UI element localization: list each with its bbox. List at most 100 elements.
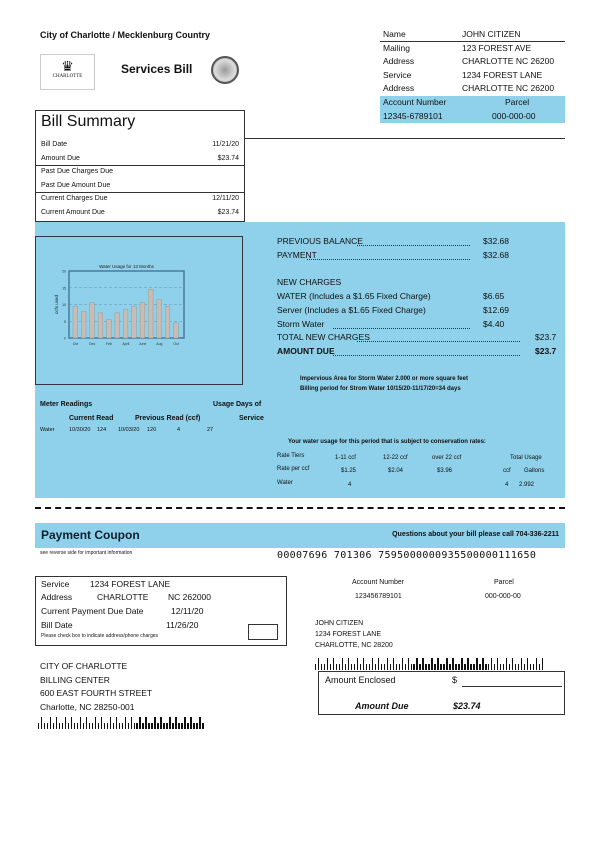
storm-note-2: Billing period for Strom Water 10/15/20-… [300,386,461,392]
bill-summary: Bill Summary Bill Date 11/21/20 Amount Due… [35,110,245,222]
barcode-bar [85,717,88,729]
y-tick-label: 0 [64,337,66,341]
amount-enclosed-label: Amount Enclosed [325,675,396,685]
service-label: Service [41,579,70,589]
barcode-bar [157,723,159,729]
barcode-bar [172,723,174,729]
remit-line: CITY OF CHARLOTTE [40,661,128,671]
meter-cell: 10/03/20 [118,427,140,433]
water-label: Water [277,480,293,486]
summary-label: Past Due Amount Due [41,181,111,189]
barcode-bar [106,723,109,729]
customer-row-value: CHARLOTTE NC 26200 [462,83,555,93]
summary-value: 12/11/20 [212,195,239,202]
barcode-bar [151,723,153,729]
x-tick-label: Aug [156,342,162,346]
service-value: 1234 FOREST LANE [90,579,171,589]
barcode-bar [43,723,46,729]
barcode-bar [371,658,374,670]
amount-due-label: AMOUNT DUE [277,346,335,356]
barcode-bar [476,658,478,670]
customer-row: Address CHARLOTTE NC 26200 [380,55,565,69]
service-box: Service 1234 FOREST LANE Address CHARLOT… [35,576,287,646]
rate-tiers-label: Rate Tiers [277,453,305,459]
y-tick-label: 10 [62,303,66,307]
bill-title: Services Bill [121,62,193,76]
remit-line: BILLING CENTER [40,674,110,685]
barcode-bar [58,723,61,729]
barcode-bar [76,723,79,729]
barcode-bar [517,664,520,670]
amount-due-label: Amount Due [355,701,409,711]
coupon-account-value: 123456789101 [355,593,402,600]
barcode-bar [187,723,189,729]
barcode-bar [410,664,412,670]
barcode-bar [160,717,162,729]
account-label: Account Number [383,96,447,107]
leader-dots [333,321,470,329]
barcode-bar [82,723,85,729]
barcode-bar [133,723,135,729]
barcode-bar [181,723,183,729]
storm-water-value: $4.40 [483,319,505,329]
barcode-bar [121,723,123,729]
barcode-bar [416,658,418,670]
barcode-bar [332,658,335,670]
coupon-title: Payment Coupon [41,528,140,542]
barcode-bar [347,658,350,670]
meter-title: Meter Readings [40,401,93,408]
due-date-label: Current Payment Due Date [41,606,144,616]
barcode-bar [529,664,532,670]
barcode-bar [61,723,64,729]
barcode-bar [341,658,344,670]
customer-row-label: Address [383,56,415,66]
bar [123,309,129,339]
barcode-bar [532,664,535,670]
y-axis-label: ccfs used [54,295,59,315]
barcode-bar [404,664,406,670]
address-state-zip: NC 262000 [168,592,212,602]
barcode-bar [124,717,126,729]
account-panel: Account Number Parcel 12345-6789101 000-… [380,95,565,123]
barcode-bar [386,658,389,670]
barcode-bar [344,664,347,670]
barcode-bar [365,664,368,670]
bar [106,319,112,339]
water-usage-chart: Water Usage for 13 Months ccfs used 0 5 10 15… [54,264,185,346]
customer-row-value: 1234 FOREST LANE [462,69,543,80]
barcode-bar [196,723,198,729]
parcel-number: 000-000-00 [492,110,536,121]
address-change-checkbox[interactable] [248,624,278,640]
barcode-bar [383,664,386,670]
customer-row-label: Service [383,69,412,80]
bar [139,302,145,339]
barcode-bar [202,723,204,729]
phone-note: Questions about your bill please call 70… [392,531,559,538]
bar [89,302,95,339]
barcode-bar [506,658,508,670]
barcode-bar [497,658,499,670]
previous-balance-label: PREVIOUS BALANCE [277,236,363,246]
barcode-bar [335,664,338,670]
leader-dots [333,348,520,356]
barcode-bar [508,664,511,670]
bar [131,305,137,339]
amount-enclosed-input[interactable] [462,686,562,687]
barcode-bar [488,664,490,670]
payment-value: $32.68 [483,250,509,260]
barcode-bar [100,717,103,729]
barcode-bar [359,664,362,670]
barcode-bar [317,658,320,670]
summary-value: 11/21/20 [212,141,239,148]
barcode-bar [323,664,326,670]
barcode-bar [431,658,433,670]
amount-due-value: $23.74 [453,701,481,711]
summary-row: Past Due Amount Due [41,179,239,193]
summary-label: Past Due Charges Due [41,168,113,175]
barcode-bar [377,658,380,670]
barcode-bar [503,664,505,670]
barcode-bar [184,717,186,729]
new-charges-heading: NEW CHARGES [277,277,342,287]
barcode-bar [175,717,177,729]
postal-barcode [315,652,545,670]
